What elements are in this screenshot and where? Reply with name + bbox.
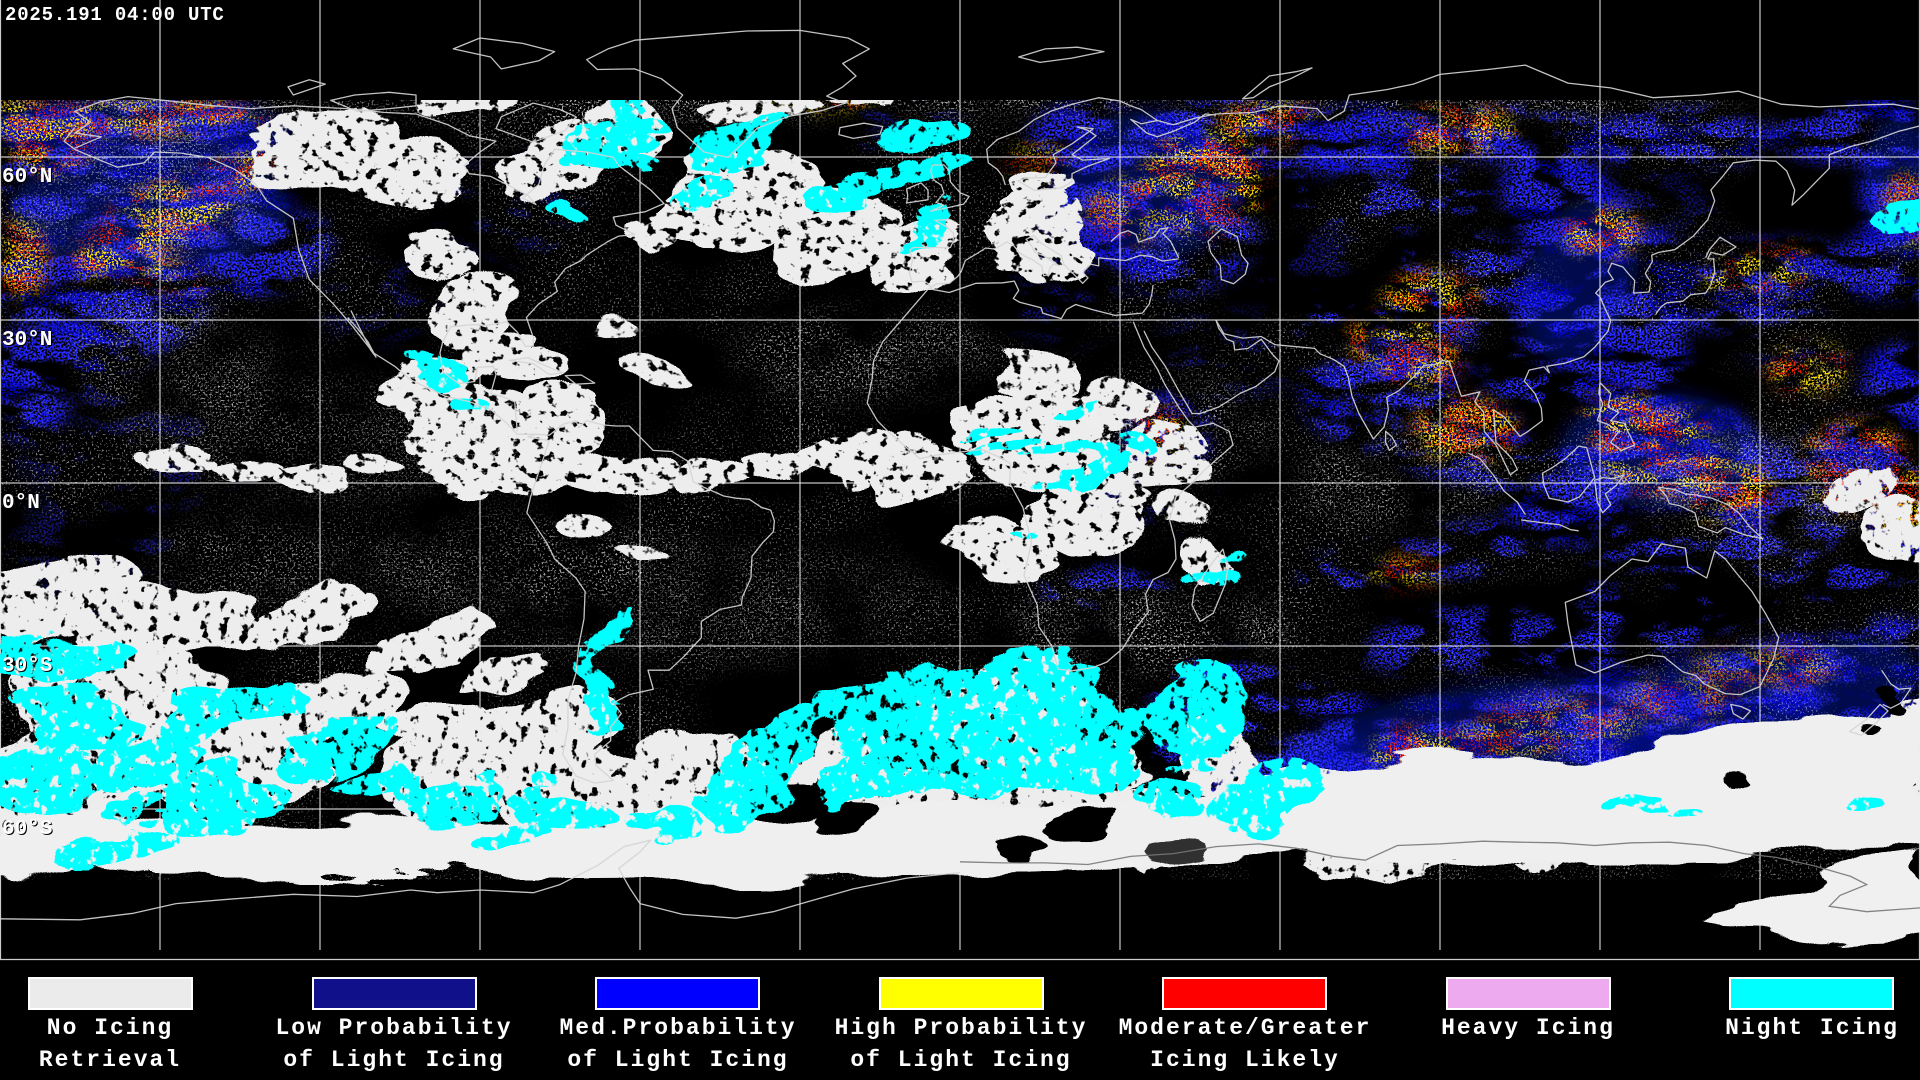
svg-text:Icing Likely: Icing Likely xyxy=(1150,1047,1340,1073)
svg-text:Retrieval: Retrieval xyxy=(39,1047,181,1073)
svg-text:60°N: 60°N xyxy=(2,166,52,189)
svg-text:No Icing: No Icing xyxy=(47,1015,173,1041)
svg-text:Moderate/Greater: Moderate/Greater xyxy=(1119,1015,1372,1041)
svg-text:of Light Icing: of Light Icing xyxy=(850,1047,1071,1073)
svg-text:60°S: 60°S xyxy=(2,818,52,841)
svg-text:30°N: 30°N xyxy=(2,329,52,352)
svg-text:Heavy Icing: Heavy Icing xyxy=(1441,1015,1615,1041)
svg-text:0°N: 0°N xyxy=(2,492,40,515)
svg-text:Low Probability: Low Probability xyxy=(275,1015,512,1041)
svg-text:30°S: 30°S xyxy=(2,655,52,678)
svg-text:Night Icing: Night Icing xyxy=(1725,1015,1899,1041)
svg-text:of Light Icing: of Light Icing xyxy=(567,1047,788,1073)
svg-text:of Light Icing: of Light Icing xyxy=(283,1047,504,1073)
svg-text:2025.191 04:00 UTC: 2025.191 04:00 UTC xyxy=(5,4,225,26)
svg-text:Med.Probability: Med.Probability xyxy=(559,1015,796,1041)
svg-text:High Probability: High Probability xyxy=(835,1015,1088,1041)
